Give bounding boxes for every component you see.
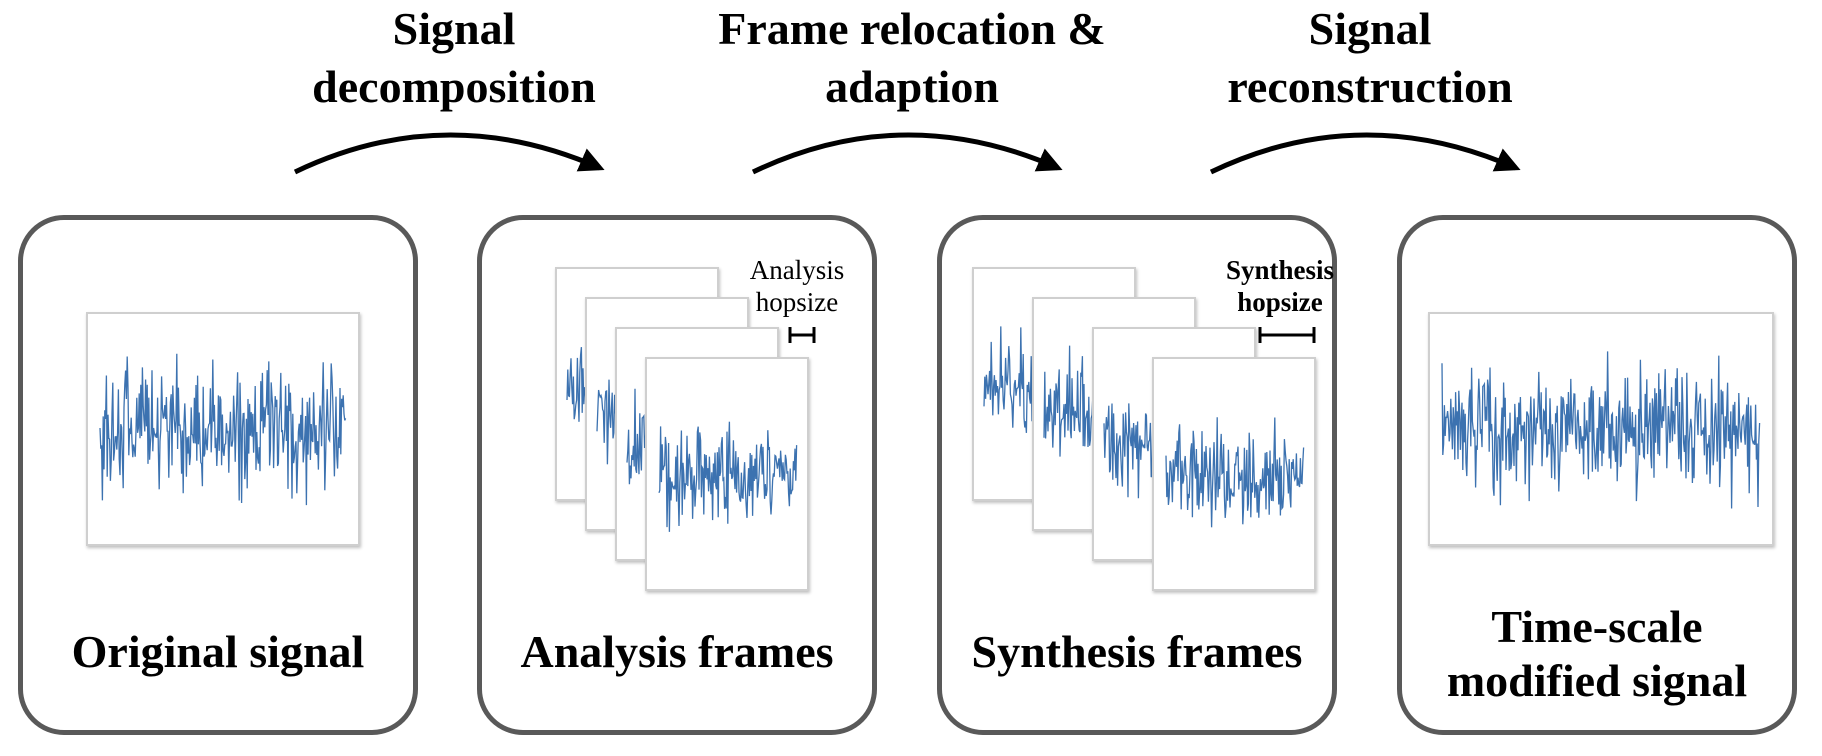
analysis-hopsize-bar	[788, 327, 816, 343]
panel-caption: Original signal	[71, 626, 365, 677]
waveform-trace	[99, 353, 347, 506]
analysis-frame	[645, 357, 809, 591]
hop-label-line: hopsize	[1237, 287, 1323, 317]
caption-line: Time-scale	[1491, 601, 1703, 652]
analysis-hopsize-label: Analysis hopsize	[732, 254, 862, 318]
step-label-line: Signal	[1308, 3, 1432, 54]
hop-label-line: hopsize	[755, 287, 839, 317]
panel-synthesis-frames: Synthesis hopsize Synthesis frames	[937, 215, 1337, 735]
arrow-reconstruction	[1209, 132, 1521, 175]
synthesis-hopsize-label: Synthesis hopsize	[1210, 254, 1350, 318]
step-label-decomposition: Signal decomposition	[234, 0, 674, 116]
step-label-line: decomposition	[312, 61, 596, 112]
synthesis-hopsize-bar	[1258, 327, 1316, 343]
caption-line: modified signal	[1446, 655, 1748, 706]
step-label-reconstruction: Signal reconstruction	[1150, 0, 1590, 116]
panel-caption: Analysis frames	[520, 626, 834, 677]
waveform	[99, 353, 347, 506]
step-label-relocation: Frame relocation & adaption	[692, 0, 1132, 116]
waveform-plot	[1428, 312, 1774, 546]
hop-label-line: Synthesis	[1225, 255, 1335, 285]
step-label-line: Frame relocation &	[718, 3, 1106, 54]
step-label-line: adaption	[825, 61, 999, 112]
panel-original-signal: Original signal	[18, 215, 418, 735]
arrow-relocation	[751, 132, 1063, 175]
panel-caption: Time-scale modified signal	[1402, 600, 1792, 708]
arrow-decomposition	[293, 132, 605, 175]
panel-caption: Synthesis frames	[971, 626, 1303, 677]
waveform-trace	[1165, 417, 1305, 528]
step-label-line: Signal	[392, 3, 516, 54]
waveform	[658, 421, 798, 532]
synthesis-frame	[1152, 357, 1316, 591]
waveform-plot	[86, 312, 360, 546]
waveform-trace	[658, 421, 798, 532]
waveform	[1441, 351, 1761, 509]
panel-analysis-frames: Analysis hopsize Analysis frames	[477, 215, 877, 735]
waveform	[1165, 417, 1305, 528]
step-label-line: reconstruction	[1227, 61, 1513, 112]
waveform-trace	[1441, 351, 1761, 509]
panel-modified-signal: Time-scale modified signal	[1397, 215, 1797, 735]
hop-label-line: Analysis	[749, 255, 845, 285]
